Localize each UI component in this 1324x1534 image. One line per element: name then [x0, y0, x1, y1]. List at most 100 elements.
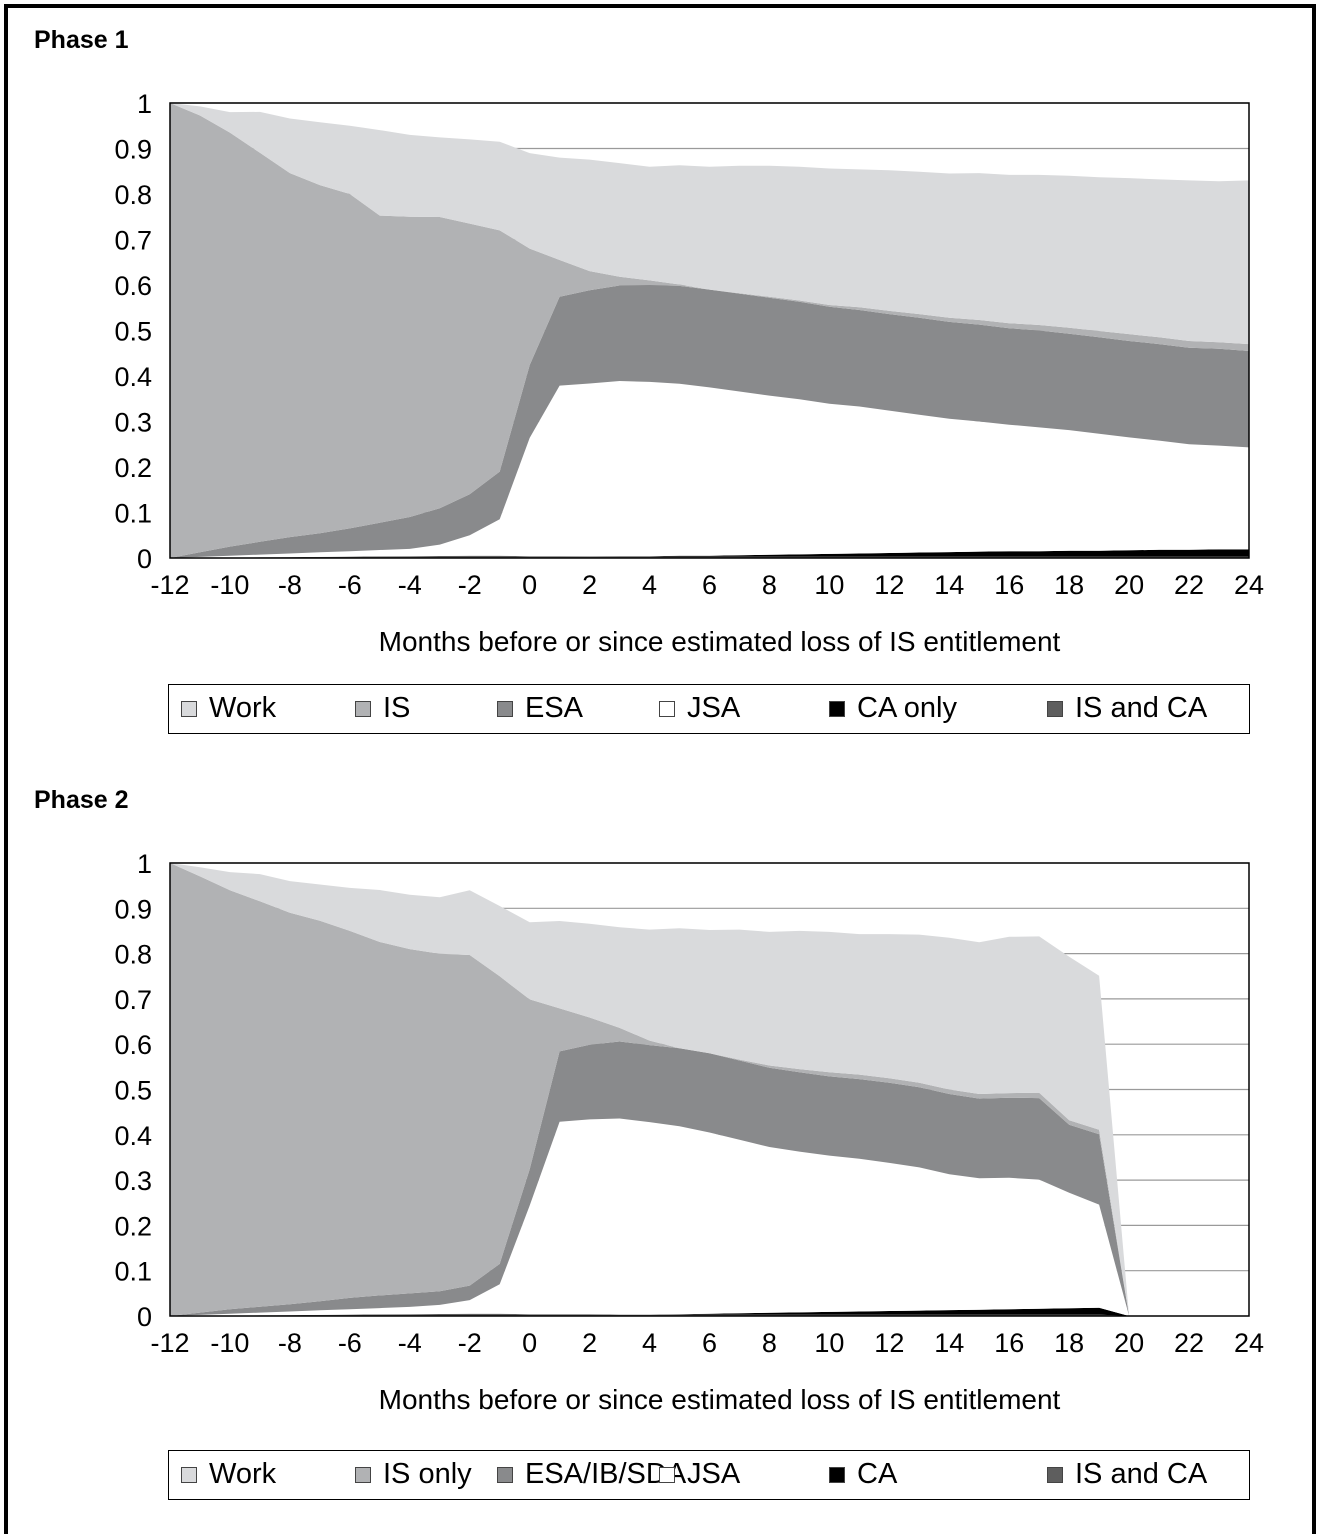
legend-item-ca: CA [829, 1451, 897, 1498]
figure-frame [4, 4, 1316, 1534]
x-tick-label: -12 [150, 1328, 189, 1358]
legend-label: ESA [525, 692, 584, 724]
area-chart-phase2: 0 0.1 0.2 0.3 0.4 0.5 0.6 0.7 0.8 0.9 1 -12 -10 -8 -6 -… [114, 849, 1264, 1415]
area-esa-ib-sda [170, 1041, 1249, 1316]
x-tick-label: 16 [994, 1328, 1024, 1358]
legend-label: IS only [383, 1458, 472, 1490]
x-tick-label: 10 [814, 570, 844, 600]
x-tick-label: -8 [278, 1328, 302, 1358]
x-tick-label: 20 [1114, 570, 1144, 600]
legend-item-work: Work [181, 685, 276, 732]
y-tick-label: 0 [137, 1302, 152, 1332]
legend-swatch [659, 1466, 675, 1483]
plot-area-border [169, 862, 1250, 1317]
area-work [170, 103, 1249, 345]
y-tick-label: 0.9 [114, 135, 152, 165]
x-axis-label: Months before or since estimated loss of… [379, 626, 1061, 657]
y-tick-label: 0.1 [114, 1257, 152, 1287]
x-tick-label: 20 [1114, 1328, 1144, 1358]
legend-item-jsa: JSA [659, 685, 740, 732]
x-tick-label: 18 [1054, 1328, 1084, 1358]
x-tick-label: 10 [814, 1328, 844, 1358]
x-tick-label: -12 [150, 570, 189, 600]
x-tick-label: 12 [874, 1328, 904, 1358]
x-tick-label: 16 [994, 570, 1024, 600]
legend-item-jsa: JSA [659, 1451, 740, 1498]
legend-swatch [1047, 700, 1063, 717]
area-jsa [170, 1118, 1249, 1316]
legend-label: IS and CA [1075, 692, 1208, 724]
legend-label: Work [209, 1458, 277, 1490]
legend-swatch [659, 700, 675, 717]
x-tick-label: -10 [210, 1328, 249, 1358]
x-tick-label: 4 [642, 1328, 657, 1358]
x-tick-label: -2 [458, 1328, 482, 1358]
y-tick-label: 0.3 [114, 1166, 152, 1196]
y-tick-label: 0.1 [114, 499, 152, 529]
legend-label: JSA [687, 692, 741, 724]
y-tick-label: 0.5 [114, 1076, 152, 1106]
area-jsa [170, 381, 1249, 558]
legend-swatch [829, 1466, 845, 1483]
legend-item-is-only: IS only [355, 1451, 472, 1498]
x-tick-label: 24 [1234, 570, 1264, 600]
x-tick-label: 14 [934, 1328, 964, 1358]
legend-label: Work [209, 692, 277, 724]
y-tick-label: 1 [137, 89, 152, 119]
x-tick-label: 8 [762, 1328, 777, 1358]
area-chart-phase1: 0 0.1 0.2 0.3 0.4 0.5 0.6 0.7 0.8 0.9 1 -12 -10 -8 -6 -… [114, 89, 1264, 657]
chart-title-phase2: Phase 2 [34, 786, 129, 814]
x-tick-label: 22 [1174, 570, 1204, 600]
x-tick-label: 2 [582, 570, 597, 600]
x-tick-label: 6 [702, 570, 717, 600]
legend-swatch [181, 700, 197, 717]
legend-item-is: IS [355, 685, 410, 732]
area-esa [170, 285, 1249, 558]
x-tick-label: -10 [210, 570, 249, 600]
x-tick-label: 2 [582, 1328, 597, 1358]
area-work [170, 863, 1249, 1316]
legend-label: IS and CA [1075, 1458, 1208, 1490]
area-is [170, 103, 1249, 558]
y-tick-label: 0.4 [114, 362, 152, 392]
y-tick-label: 0.6 [114, 1030, 152, 1060]
legend-swatch [355, 1466, 371, 1483]
x-tick-label: -4 [398, 570, 422, 600]
legend-item-is-and-ca: IS and CA [1047, 685, 1207, 732]
x-tick-label: -2 [458, 570, 482, 600]
x-tick-label: -8 [278, 570, 302, 600]
x-axis-label: Months before or since estimated loss of… [379, 1384, 1061, 1415]
area-ca-only [170, 549, 1249, 558]
legend-item-esa-ib-sda: ESA/IB/SDA [497, 1451, 686, 1498]
area-ca [170, 1307, 1249, 1316]
y-tick-label: 0.8 [114, 940, 152, 970]
legend-label: IS [383, 692, 411, 724]
y-tick-label: 0.7 [114, 226, 152, 256]
y-tick-label: 0.5 [114, 317, 152, 347]
x-tick-label: -6 [338, 570, 362, 600]
legend-label: CA only [857, 692, 957, 724]
legend-item-work: Work [181, 1451, 276, 1498]
plot-area-border [169, 102, 1250, 559]
x-tick-label: 14 [934, 570, 964, 600]
x-tick-label: 22 [1174, 1328, 1204, 1358]
y-tick-label: 1 [137, 849, 152, 879]
x-tick-label: 0 [522, 570, 537, 600]
x-tick-label: 18 [1054, 570, 1084, 600]
y-tick-label: 0.2 [114, 453, 152, 483]
legend-phase2: Work IS only ESA/IB/SDA JSA CA IS and CA [168, 1450, 1250, 1500]
x-tick-label: 8 [762, 570, 777, 600]
legend-swatch [497, 1466, 513, 1483]
x-tick-label: 24 [1234, 1328, 1264, 1358]
x-tick-label: 0 [522, 1328, 537, 1358]
legend-label: JSA [687, 1458, 741, 1490]
legend-phase1: Work IS ESA JSA CA only IS and CA [168, 684, 1250, 734]
chart-title-phase1: Phase 1 [34, 26, 129, 54]
y-tick-label: 0 [137, 544, 152, 574]
y-tick-label: 0.4 [114, 1121, 152, 1151]
x-tick-label: 12 [874, 570, 904, 600]
legend-swatch [497, 700, 513, 717]
y-tick-label: 0.2 [114, 1211, 152, 1241]
legend-swatch [181, 1466, 197, 1483]
legend-swatch [355, 700, 371, 717]
